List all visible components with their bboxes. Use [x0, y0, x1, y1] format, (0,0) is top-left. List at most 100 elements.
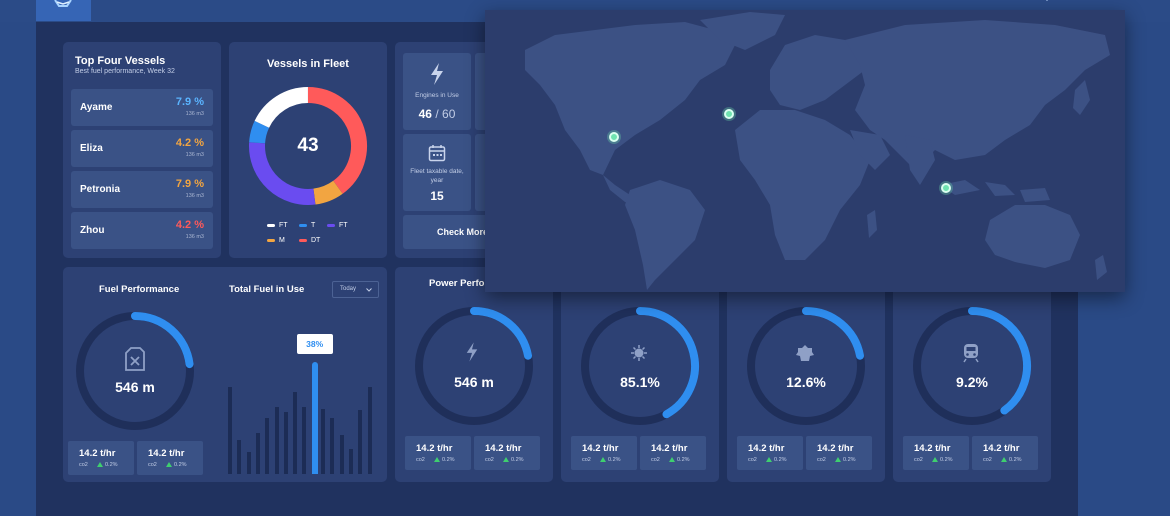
vessel-name: Zhou	[80, 225, 105, 236]
power-card: 12.6% 14.2 t/hr co2 0.2% 14.2 t/hr co2 0.2%	[727, 267, 885, 482]
legend-item: DT	[299, 237, 320, 244]
vessel-percent: 7.9 %	[175, 96, 204, 108]
fuel-bar[interactable]	[358, 410, 363, 474]
world-map-panel[interactable]	[485, 10, 1125, 292]
vessel-percent: 4.2 %	[175, 219, 204, 231]
power-ring-chart	[913, 307, 1031, 425]
legend-item: FT	[267, 222, 288, 229]
fuel-bar[interactable]	[283, 412, 288, 474]
indonesia-marker[interactable]	[941, 183, 951, 193]
logo[interactable]	[36, 0, 91, 21]
power-card: 85.1% 14.2 t/hr co2 0.2% 14.2 t/hr co2 0.2%	[561, 267, 719, 482]
top-vessels-title: Top Four Vessels	[75, 55, 166, 67]
engine-icon	[631, 345, 647, 361]
power-stat: 14.2 t/hr co2 0.2%	[903, 436, 969, 470]
bolt-icon	[431, 63, 443, 85]
vessel-row[interactable]: Petronia 7.9 % 136 m3	[71, 171, 213, 208]
world-map	[525, 12, 1110, 290]
taxable-value: 15	[430, 189, 444, 203]
caribbean-marker[interactable]	[609, 132, 619, 142]
vessel-name: Petronia	[80, 184, 121, 195]
power-ring-chart	[581, 307, 699, 425]
taxable-label: Fleet taxable date, year	[410, 168, 464, 184]
vessel-name: Eliza	[80, 143, 103, 154]
fleet-donut-chart	[249, 87, 367, 205]
power-stat: 14.2 t/hr co2 0.2%	[737, 436, 803, 470]
fuel-can-icon	[125, 347, 145, 371]
chevron-down-icon	[366, 288, 372, 292]
fuel-bar[interactable]	[237, 440, 242, 474]
ring-progress	[968, 307, 1031, 415]
fuel-ring-chart	[76, 312, 194, 430]
legend-item: M	[267, 237, 285, 244]
fleet-title: Vessels in Fleet	[267, 58, 349, 70]
fuel-bar[interactable]	[274, 406, 279, 474]
turbine-icon	[796, 345, 814, 361]
fuel-bar[interactable]	[265, 418, 270, 474]
ring-progress	[470, 307, 533, 360]
fuel-bar[interactable]	[302, 406, 307, 474]
fuel-bar[interactable]	[246, 451, 251, 474]
fuel-bar[interactable]	[321, 409, 325, 474]
fuel-bar[interactable]	[367, 386, 372, 474]
fuel-bar[interactable]	[255, 432, 260, 474]
total-fuel-title: Total Fuel in Use	[229, 284, 305, 295]
vessel-volume: 136 m3	[185, 193, 204, 199]
power-performance-title: Power Perfo	[429, 278, 485, 289]
donut-segment-dt	[307, 87, 367, 194]
period-select-value: Today	[340, 286, 357, 292]
ring-progress	[802, 307, 865, 360]
power-ring-chart	[415, 307, 533, 425]
taxable-tile[interactable]: Fleet taxable date, year 15	[403, 134, 471, 211]
vessel-volume: 136 m3	[185, 234, 204, 240]
donut-segment-m	[313, 180, 343, 205]
fuel-stat: 14.2 t/hr co2 0.2%	[68, 441, 134, 475]
ring-progress	[131, 312, 194, 369]
vessel-row[interactable]: Zhou 4.2 % 136 m3	[71, 212, 213, 249]
fuel-bar[interactable]	[339, 434, 344, 474]
chevron-down-icon[interactable]	[1042, 0, 1052, 4]
power-stat: 14.2 t/hr co2 0.2%	[571, 436, 637, 470]
power-ring-value: 12.6%	[786, 374, 826, 390]
legend-item: FT	[327, 222, 348, 229]
fuel-bar[interactable]	[348, 449, 353, 474]
donut-segment-ft	[254, 87, 309, 129]
power-ring-value: 9.2%	[956, 374, 988, 390]
power-ring-chart	[747, 307, 865, 425]
period-select[interactable]: Today	[332, 281, 379, 298]
power-stat: 14.2 t/hr co2 0.2%	[474, 436, 540, 470]
fuel-bar[interactable]	[293, 392, 298, 474]
engines-label: Engines in Use	[415, 92, 459, 99]
top-vessels-card: Top Four Vessels Best fuel performance, …	[63, 42, 221, 258]
fuel-card: Fuel Performance Total Fuel in Use Today…	[63, 267, 387, 482]
atlantic-marker[interactable]	[724, 109, 734, 119]
vessel-volume: 136 m3	[185, 111, 204, 117]
engines-value: 46 / 60	[418, 107, 456, 121]
power-stat: 14.2 t/hr co2 0.2%	[972, 436, 1038, 470]
vessel-percent: 4.2 %	[175, 137, 204, 149]
power-stat: 14.2 t/hr co2 0.2%	[806, 436, 872, 470]
check-more-label: Check More	[437, 227, 489, 237]
power-stat: 14.2 t/hr co2 0.2%	[405, 436, 471, 470]
vessel-name: Ayame	[80, 102, 113, 113]
ship-logo-icon	[54, 0, 72, 7]
donut-segment-ft	[249, 142, 316, 205]
legend-item: T	[299, 222, 315, 229]
fuel-stat: 14.2 t/hr co2 0.2%	[137, 441, 203, 475]
fuel-bar[interactable]	[311, 362, 318, 474]
power-card: 9.2% 14.2 t/hr co2 0.2% 14.2 t/hr co2 0.2%	[893, 267, 1051, 482]
fuel-bar[interactable]	[228, 386, 232, 474]
donut-segment-t	[249, 120, 270, 144]
vessel-row[interactable]: Ayame 7.9 % 136 m3	[71, 89, 213, 126]
fuel-bar[interactable]	[330, 418, 335, 474]
vessel-volume: 136 m3	[185, 152, 204, 158]
engines-tile[interactable]: Engines in Use 46 / 60	[403, 53, 471, 130]
bolt-icon	[466, 342, 478, 362]
power-ring-value: 546 m	[454, 374, 494, 390]
vessel-percent: 7.9 %	[175, 178, 204, 190]
fuel-ring-value: 546 m	[115, 379, 155, 395]
vessel-row[interactable]: Eliza 4.2 % 136 m3	[71, 130, 213, 167]
bar-tooltip: 38%	[296, 334, 333, 354]
power-card: Power Perfo 546 m 14.2 t/hr co2 0.2% 14.2 …	[395, 267, 553, 482]
top-vessels-subtitle: Best fuel performance, Week 32	[75, 68, 175, 75]
